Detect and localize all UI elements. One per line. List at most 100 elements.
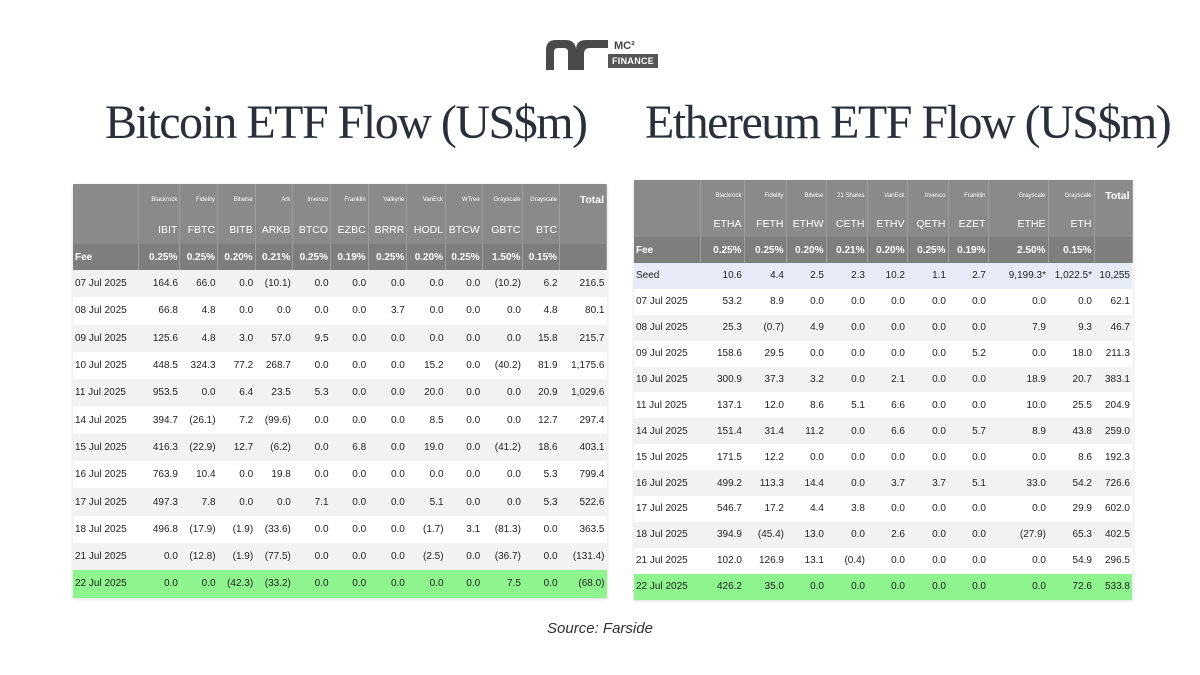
flow-cell: 0.0 [988,444,1048,471]
row-date: 10 Jul 2025 [634,366,700,393]
flow-cell: 5.1 [948,470,988,497]
flow-cell: 0.0 [867,547,907,574]
ticker-header: IBIT [138,216,181,244]
mc2-finance-logo: MC² FINANCE [546,40,659,70]
flow-cell: 0.0 [368,324,407,352]
flow-cell: 0.0 [330,570,369,598]
flow-cell: 0.0 [988,547,1048,574]
fee-cell: 0.21% [826,237,868,263]
flow-cell: (27.9) [988,521,1048,548]
row-total: 62.1 [1094,288,1132,315]
flow-cell: 0.0 [292,542,331,571]
table-row: 15 Jul 2025 416.3 (22.9) 12.7 (6.2) 0.0 6.8 0.0… [73,433,607,462]
flow-cell: 14.4 [786,470,826,497]
btc-title: Bitcoin ETF Flow (US$m) [105,96,588,149]
flow-cell: 0.0 [948,496,988,522]
flow-cell: 0.0 [138,570,180,598]
ticker-header: QETH [907,211,949,237]
flow-cell: 7.2 [217,406,256,434]
flow-cell: 5.3 [522,461,560,489]
flow-cell: 5.2 [948,340,988,367]
ticker-header: BTC [522,216,561,244]
row-total: 363.5 [559,515,607,543]
ticker-header: GBTC [482,216,524,244]
header-corner [73,216,139,244]
flow-cell: 20.0 [406,379,446,407]
flow-cell: 0.0 [826,314,867,341]
flow-cell: (12.8) [179,542,218,571]
flow-cell: 0.0 [482,488,523,516]
table-row: 08 Jul 2025 25.3 (0.7) 4.9 0.0 0.0 0.0 0.0 7.9 9.… [634,314,1132,341]
issuer-header: Fidelity [744,180,787,211]
flow-cell: 12.2 [744,444,786,471]
row-date: 17 Jul 2025 [73,488,139,516]
flow-cell: 0.0 [368,461,407,489]
table-row: 21 Jul 2025 0.0 (12.8) (1.9) (77.5) 0.0 0.0 0.0… [73,542,607,571]
row-date: 16 Jul 2025 [73,461,139,489]
table-row: 11 Jul 2025 137.1 12.0 8.6 5.1 6.6 0.0 0.0 10.0 2… [634,392,1132,419]
flow-cell: 4.8 [522,297,560,325]
flow-cell: 0.0 [406,461,446,489]
flow-cell: 0.0 [368,433,407,462]
issuer-header: Grayscale [522,184,561,216]
flow-cell: 4.8 [179,297,218,325]
flow-cell: 17.2 [744,496,786,522]
fee-cell: 0.21% [255,244,294,270]
table-row: 10 Jul 2025 300.9 37.3 3.2 0.0 2.1 0.0 0.0 18.9 2… [634,366,1132,393]
flow-cell: 0.0 [445,406,483,434]
fee-cell: 0.19% [330,244,369,270]
flow-cell: 0.0 [867,573,907,600]
flow-cell: 0.0 [786,288,826,315]
table-row: 21 Jul 2025 102.0 126.9 13.1 (0.4) 0.0 0.0 0.0 0… [634,547,1132,574]
flow-cell: 0.0 [1048,288,1094,315]
flow-cell: 0.0 [867,340,907,367]
ticker-header: ETHW [786,211,827,237]
table-row: 18 Jul 2025 496.8 (17.9) (1.9) (33.6) 0.0 0.0 0… [73,515,607,543]
flow-cell: 10.4 [179,461,218,489]
eth-flow-table: Blackrock Fidelity Bitwise 21 Shares Van… [634,180,1133,600]
table-row: 18 Jul 2025 394.9 (45.4) 13.0 0.0 2.6 0.0 0.0 (2… [634,521,1132,548]
flow-cell: 65.3 [1048,521,1094,548]
flow-cell: 0.0 [330,379,369,407]
flow-cell: 300.9 [700,366,744,393]
flow-cell: (6.2) [255,433,293,462]
row-total: 204.9 [1094,392,1132,419]
flow-cell: 9.5 [292,324,331,352]
flow-cell: 13.1 [786,547,826,574]
flow-cell: 31.4 [744,418,786,445]
row-total: 259.0 [1094,418,1132,445]
flow-cell: 0.0 [406,297,446,325]
flow-cell: 158.6 [700,340,744,367]
logo-mark-icon [546,40,608,70]
eth-table-body: Seed 10.6 4.4 2.5 2.3 10.2 1.1 2.7 9,199.3* 1,022… [634,263,1132,600]
flow-cell: 35.0 [744,573,786,600]
flow-cell: 37.3 [744,366,786,393]
flow-cell: 18.6 [522,433,560,462]
row-date: 08 Jul 2025 [73,297,139,325]
flow-cell: 0.0 [907,288,948,315]
table-row: 16 Jul 2025 499.2 113.3 14.4 0.0 3.7 3.7 5.1 33.… [634,470,1132,497]
logo-top-text: MC² [614,40,635,52]
flow-cell: 0.0 [482,461,523,489]
flow-cell: 20.7 [1048,366,1094,393]
flow-cell: (2.5) [406,542,446,571]
flow-cell: 0.0 [786,444,826,471]
flow-cell: 9,199.3* [988,263,1048,289]
issuer-header: 21 Shares [826,180,868,211]
flow-cell: 3.1 [445,515,483,543]
flow-cell: 0.0 [482,297,523,325]
issuer-header: Grayscale [482,184,524,216]
flow-cell: 0.0 [867,314,907,341]
flow-cell: 3.8 [826,496,867,522]
flow-cell: 0.0 [330,542,369,571]
flow-cell: 12.7 [522,406,560,434]
flow-cell: (45.4) [744,521,786,548]
flow-cell: 0.0 [907,547,948,574]
flow-cell: 0.0 [826,288,867,315]
flow-cell: 0.0 [330,515,369,543]
table-row: Seed 10.6 4.4 2.5 2.3 10.2 1.1 2.7 9,199.3* 1,022… [634,263,1132,289]
flow-cell: 3.7 [907,470,948,497]
table-row: 11 Jul 2025 953.5 0.0 6.4 23.5 5.3 0.0 0.0 20.0 0… [73,379,607,407]
flow-cell: (36.7) [482,542,523,571]
flow-cell: 0.0 [445,433,483,462]
